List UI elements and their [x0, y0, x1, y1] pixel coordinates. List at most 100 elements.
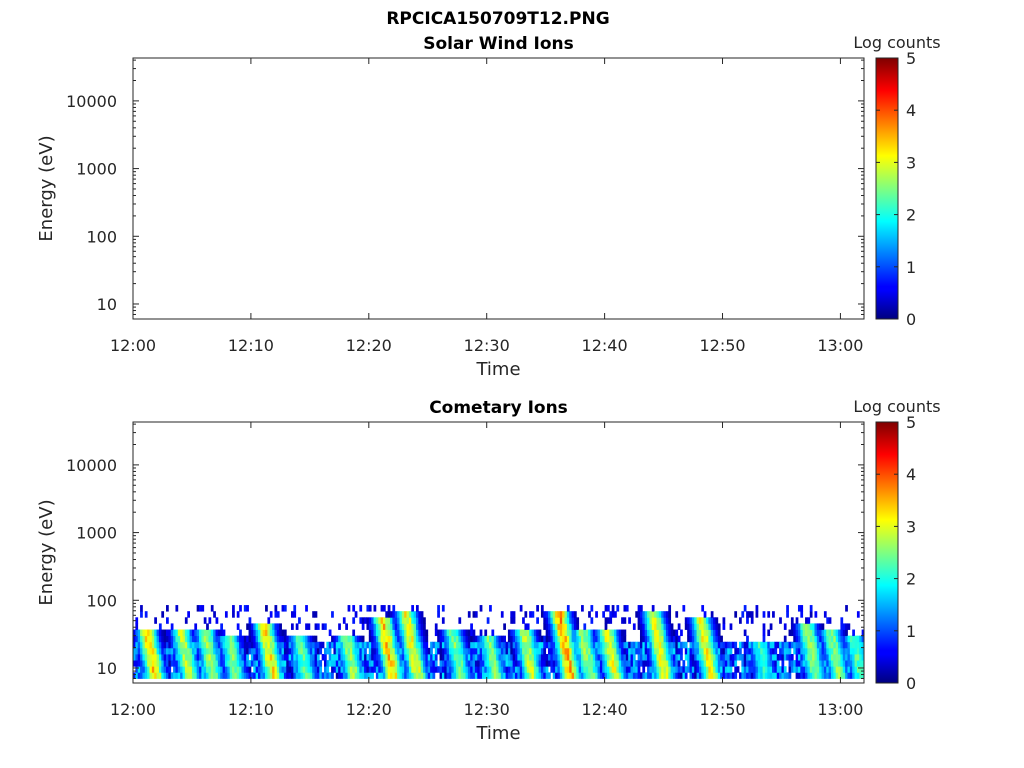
spectrogram-cell [802, 623, 806, 630]
spectrogram-cell [333, 666, 337, 673]
spectrogram-cell [411, 605, 415, 612]
spectrogram-cell [423, 647, 426, 655]
spectrogram-cell [755, 605, 759, 612]
spectrogram-cell [491, 635, 495, 643]
spectrogram-cell [823, 666, 827, 673]
spectrogram-cell [847, 647, 851, 655]
spectrogram-cell [649, 672, 653, 679]
spectrogram-cell [694, 629, 697, 637]
spectrogram-cell [703, 611, 707, 618]
spectrogram-cell [555, 617, 558, 624]
spectrogram-cell [496, 672, 499, 679]
spectrogram-cell [510, 666, 514, 673]
spectrogram-cell [411, 641, 415, 649]
spectrogram-cell [797, 647, 801, 655]
spectrogram-cell [767, 611, 771, 618]
spectrogram-cell [248, 635, 252, 643]
spectrogram-cell [345, 666, 348, 673]
spectrogram-cell [802, 647, 806, 655]
spectrogram-cell [786, 611, 789, 618]
spectrogram-cell [720, 672, 723, 679]
colorbar-tick-label: 4 [906, 101, 916, 120]
spectrogram-cell [564, 666, 568, 673]
spectrogram-cell [647, 660, 650, 667]
spectrogram-cell [267, 617, 271, 624]
spectrogram-cell [696, 629, 700, 637]
spectrogram-cell [616, 672, 620, 679]
spectrogram-cell [637, 666, 641, 673]
spectrogram-cell [375, 647, 379, 655]
spectrogram-cell [604, 635, 608, 643]
spectrogram-cell [479, 666, 483, 673]
panel-solar-wind-ions: 12:00 12:10 12:20 12:30 12:40 12:50 13:0010100… [36, 33, 941, 380]
spectrogram-cell [309, 641, 313, 649]
spectrogram-cell [260, 666, 264, 673]
spectrogram-cell [260, 672, 264, 679]
spectrogram-cell [658, 672, 662, 679]
spectrogram-cell [206, 654, 209, 661]
spectrogram-cell [800, 635, 804, 643]
spectrogram-cell [639, 654, 643, 661]
spectrogram-cell [821, 641, 825, 649]
spectrogram-cell [283, 605, 287, 612]
spectrogram-cell [675, 666, 679, 673]
spectrogram-cell [265, 635, 268, 643]
spectrogram-cell [569, 654, 572, 661]
spectrogram-cell [427, 672, 431, 679]
spectrogram-cell [201, 629, 205, 637]
spectrogram-cell [222, 635, 226, 643]
spectrogram-cell [401, 666, 405, 673]
spectrogram-cell [439, 635, 443, 643]
spectrogram-cell [814, 654, 818, 661]
spectrogram-cell [644, 617, 648, 624]
axes-frame [132, 57, 865, 320]
spectrogram-cell [331, 654, 334, 661]
spectrogram-cell [800, 629, 804, 637]
spectrogram-cell [392, 611, 396, 618]
spectrogram-cell [378, 641, 381, 649]
spectrogram-cell [510, 654, 514, 661]
spectrogram-cell [661, 666, 664, 673]
spectrogram-cell [368, 654, 372, 661]
spectrogram-cell [156, 654, 160, 661]
spectrogram-cell [253, 647, 257, 655]
spectrogram-cell [441, 672, 445, 679]
spectrogram-cell [828, 629, 832, 637]
spectrogram-cell [290, 641, 294, 649]
spectrogram-cell [265, 605, 268, 612]
spectrogram-cell [378, 666, 381, 673]
spectrogram-cell [236, 647, 240, 655]
spectrogram-cell [769, 647, 773, 655]
spectrogram-cell [260, 629, 264, 637]
spectrogram-cell [854, 654, 858, 661]
spectrogram-cell [210, 629, 214, 637]
spectrogram-cell [236, 654, 240, 661]
spectrogram-cell [158, 635, 162, 643]
spectrogram-cell [493, 641, 497, 649]
spectrogram-cell [163, 647, 167, 655]
spectrogram-cell [571, 623, 575, 630]
spectrogram-cell [255, 654, 259, 661]
spectrogram-cell [790, 666, 794, 673]
spectrogram-cell [682, 660, 686, 667]
spectrogram-cell [451, 654, 455, 661]
spectrogram-cell [158, 647, 162, 655]
spectrogram-cell [543, 611, 547, 618]
colorbar-tick-label: 5 [906, 413, 916, 432]
spectrogram-cell [805, 654, 808, 661]
spectrogram-cell [654, 617, 657, 624]
spectrogram-cell [651, 647, 655, 655]
spectrogram-cell [375, 666, 379, 673]
spectrogram-cell [545, 617, 549, 624]
spectrogram-cell [710, 641, 714, 649]
spectrogram-cell [472, 672, 476, 679]
spectrogram-cell [609, 666, 613, 673]
spectrogram-cell [371, 641, 374, 649]
spectrogram-cell [465, 654, 469, 661]
spectrogram-cell [378, 660, 381, 667]
spectrogram-cell [623, 666, 627, 673]
spectrogram-cell [267, 629, 271, 637]
spectrogram-cell [272, 654, 275, 661]
spectrogram-cell [298, 617, 301, 624]
spectrogram-cell [583, 629, 587, 637]
